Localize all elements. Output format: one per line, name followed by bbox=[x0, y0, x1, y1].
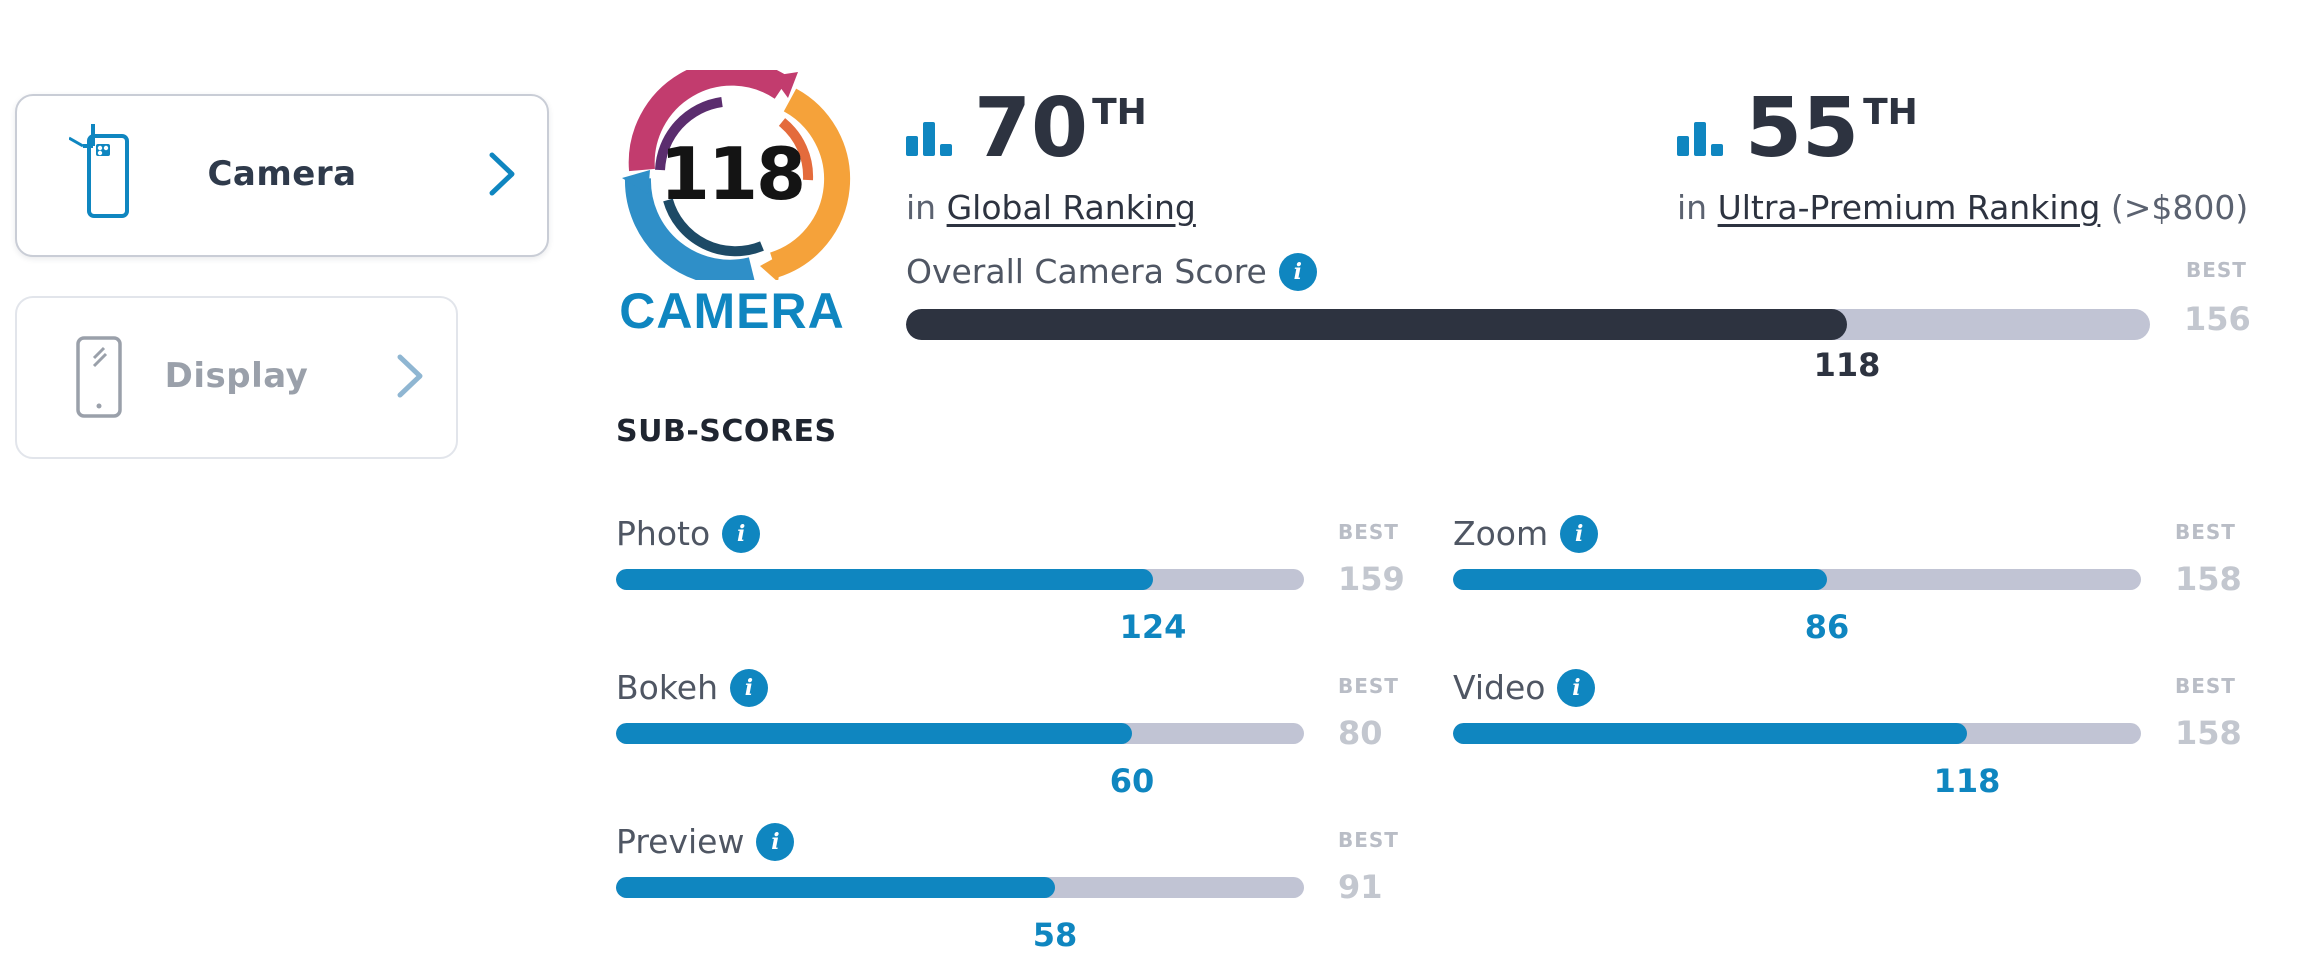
subscore-title-photo: Photo i bbox=[616, 514, 761, 553]
overall-score-title: Overall Camera Score i bbox=[906, 252, 1317, 291]
subscore-bar-bokeh bbox=[616, 723, 1304, 744]
subscore-fill-bokeh bbox=[616, 723, 1132, 744]
badge-label: CAMERA bbox=[619, 283, 845, 339]
phone-camera-icon bbox=[68, 124, 141, 228]
chevron-right-icon bbox=[395, 353, 425, 403]
ultra-premium-price-range: (>$800) bbox=[2110, 188, 2249, 227]
subscore-fill-preview bbox=[616, 877, 1055, 898]
subscore-best-value-photo: 159 bbox=[1338, 560, 1405, 598]
info-icon[interactable]: i bbox=[1560, 514, 1599, 553]
info-icon[interactable]: i bbox=[1278, 252, 1317, 291]
camera-score-badge: 118 CAMERA bbox=[612, 70, 852, 350]
global-ranking: 70 TH in Global Ranking bbox=[906, 78, 1196, 227]
subscore-best-value-bokeh: 80 bbox=[1338, 714, 1383, 752]
phone-display-icon bbox=[72, 334, 128, 428]
overall-score-fill bbox=[906, 309, 1847, 340]
score-ring-icon bbox=[622, 70, 851, 280]
nav-card-camera[interactable]: Camera bbox=[15, 94, 549, 257]
subscore-title-bokeh: Bokeh i bbox=[616, 668, 768, 707]
overall-score-title-text: Overall Camera Score bbox=[906, 252, 1267, 291]
subscore-best-label-preview: BEST bbox=[1338, 828, 1399, 852]
subscore-name-zoom: Zoom bbox=[1453, 514, 1549, 553]
subscore-name-photo: Photo bbox=[616, 514, 711, 553]
nav-label-display: Display bbox=[164, 356, 309, 396]
ultra-premium-ranking-link[interactable]: Ultra-Premium Ranking bbox=[1717, 188, 2101, 227]
subscore-best-label-zoom: BEST bbox=[2175, 520, 2236, 544]
bar-chart-icon bbox=[906, 122, 956, 160]
subscore-best-value-preview: 91 bbox=[1338, 868, 1383, 906]
ultra-premium-rank-caption: in Ultra-Premium Ranking (>$800) bbox=[1677, 188, 2248, 227]
ultra-premium-rank-number: 55 bbox=[1745, 81, 1860, 176]
chevron-right-icon bbox=[487, 151, 517, 201]
subscore-fill-photo bbox=[616, 569, 1153, 590]
overall-score-value: 118 bbox=[1813, 346, 1881, 384]
subscore-title-preview: Preview i bbox=[616, 822, 795, 861]
ultra-premium-rank-prefix: in bbox=[1677, 188, 1708, 227]
subscore-best-label-bokeh: BEST bbox=[1338, 674, 1399, 698]
subscore-best-value-zoom: 158 bbox=[2175, 560, 2242, 598]
nav-card-display[interactable]: Display bbox=[15, 296, 458, 459]
subscore-bar-zoom bbox=[1453, 569, 2141, 590]
subscore-bar-preview bbox=[616, 877, 1304, 898]
global-ranking-link[interactable]: Global Ranking bbox=[946, 188, 1196, 227]
info-icon[interactable]: i bbox=[756, 822, 795, 861]
subscore-bar-video bbox=[1453, 723, 2141, 744]
ultra-premium-rank-suffix: TH bbox=[1863, 92, 1918, 133]
sub-scores-heading: SUB-SCORES bbox=[616, 414, 837, 449]
global-rank-caption: in Global Ranking bbox=[906, 188, 1196, 227]
nav-label-camera: Camera bbox=[207, 154, 357, 194]
bar-chart-icon bbox=[1677, 122, 1727, 160]
global-rank-number: 70 bbox=[974, 81, 1089, 176]
overall-best-value: 156 bbox=[2184, 300, 2251, 338]
info-icon[interactable]: i bbox=[729, 668, 768, 707]
subscore-value-video: 118 bbox=[1933, 762, 2001, 800]
subscore-value-bokeh: 60 bbox=[1109, 762, 1155, 800]
badge-score: 118 bbox=[659, 132, 806, 216]
subscore-best-label-photo: BEST bbox=[1338, 520, 1399, 544]
subscore-best-label-video: BEST bbox=[2175, 674, 2236, 698]
subscore-name-bokeh: Bokeh bbox=[616, 668, 718, 707]
subscore-value-photo: 124 bbox=[1119, 608, 1187, 646]
subscore-title-zoom: Zoom i bbox=[1453, 514, 1599, 553]
subscore-name-video: Video bbox=[1453, 668, 1546, 707]
subscore-name-preview: Preview bbox=[616, 822, 745, 861]
subscore-title-video: Video i bbox=[1453, 668, 1596, 707]
overall-score-bar bbox=[906, 309, 2150, 340]
subscore-value-zoom: 86 bbox=[1804, 608, 1850, 646]
subscore-bar-photo bbox=[616, 569, 1304, 590]
subscore-value-preview: 58 bbox=[1032, 916, 1078, 954]
overall-best-label: BEST bbox=[2186, 258, 2247, 282]
global-rank-prefix: in bbox=[906, 188, 937, 227]
info-icon[interactable]: i bbox=[722, 514, 761, 553]
subscore-fill-video bbox=[1453, 723, 1967, 744]
info-icon[interactable]: i bbox=[1557, 668, 1596, 707]
global-rank-suffix: TH bbox=[1092, 92, 1147, 133]
subscore-fill-zoom bbox=[1453, 569, 1827, 590]
subscore-best-value-video: 158 bbox=[2175, 714, 2242, 752]
ultra-premium-ranking: 55 TH in Ultra-Premium Ranking (>$800) bbox=[1677, 78, 2248, 227]
